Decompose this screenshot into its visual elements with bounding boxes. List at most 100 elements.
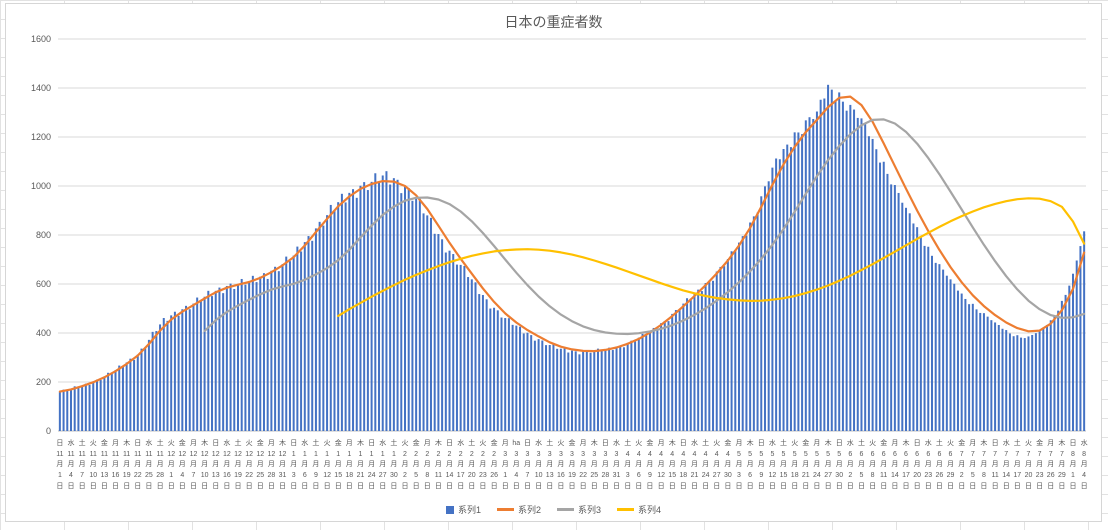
x-axis-tick-label: 日 <box>747 482 754 490</box>
x-axis-tick-label: 土 <box>936 438 943 447</box>
x-axis-tick-label: 月 <box>658 460 665 468</box>
x-axis-tick-label: 土 <box>157 438 164 447</box>
x-axis-tick-label: 月 <box>769 460 776 468</box>
x-axis-tick-label: 日 <box>1003 482 1010 490</box>
x-axis-tick-label: 月 <box>257 460 264 468</box>
x-axis-tick-label: 日 <box>168 482 175 490</box>
x-axis-tick-label: 金 <box>179 438 186 447</box>
x-axis-tick-label: 水 <box>301 438 308 447</box>
x-axis-tick-label: 日 <box>56 439 63 447</box>
x-axis-tick-label: 火 <box>246 439 253 447</box>
bars-series1[interactable] <box>58 84 1086 432</box>
x-axis-tick-label: 7 <box>993 451 997 458</box>
x-axis-tick-label: 月 <box>813 460 820 468</box>
legend-label-2: 系列2 <box>517 505 541 515</box>
x-axis-tick-label: 27 <box>713 472 721 479</box>
plot-area[interactable]: 02004006008001000120014001600日11月1日水11月4… <box>6 4 1101 521</box>
x-axis-tick-label: 月 <box>702 460 709 468</box>
line-series4[interactable] <box>337 197 1086 317</box>
x-axis-tick-label: 月 <box>891 460 898 468</box>
legend-item-4[interactable]: 系列4 <box>617 503 661 516</box>
x-axis-tick-label: 水 <box>535 438 542 447</box>
chart-object[interactable]: 日本の重症者数 0 200 400 600 800 1000 1200 1400 1600 日 11… <box>5 3 1102 522</box>
x-axis-tick-label: 3 <box>559 451 563 458</box>
x-axis-tick-label: 22 <box>579 472 587 479</box>
x-axis-tick-label: 日 <box>145 482 152 490</box>
x-axis-tick-label: 火 <box>168 439 175 447</box>
x-axis-tick-label: 1 <box>347 451 351 458</box>
y-axis-tick-label: 1000 <box>31 181 51 191</box>
x-axis-tick-label: 月 <box>880 460 887 468</box>
legend-item-3[interactable]: 系列3 <box>557 503 601 516</box>
x-axis-tick-label: 25 <box>256 472 264 479</box>
x-axis-tick-label: 日 <box>724 482 731 490</box>
x-axis-tick-label: 月 <box>557 460 564 468</box>
x-axis-tick-label: 土 <box>468 438 475 447</box>
x-axis-tick-label: 土 <box>858 438 865 447</box>
x-axis-tick-label: 月 <box>635 460 642 468</box>
x-axis-tick-label: 日 <box>390 482 397 490</box>
x-axis-tick-label: 日 <box>758 439 765 447</box>
line-series3[interactable] <box>203 118 1086 336</box>
x-axis-tick-label: 10 <box>89 472 97 479</box>
x-axis-tick-label: 日 <box>524 482 531 490</box>
x-axis-tick-label: 月 <box>56 460 63 468</box>
x-axis-tick-label: 9 <box>759 472 763 479</box>
x-axis-tick-label: 日 <box>235 482 242 490</box>
x-axis-tick-label: 月 <box>1036 460 1043 468</box>
x-axis-tick-label: 24 <box>368 472 376 479</box>
x-axis-tick-label: 4 <box>693 451 697 458</box>
x-axis-tick-label: 月 <box>346 439 353 447</box>
x-axis-tick-label: 月 <box>413 460 420 468</box>
x-axis-tick-label: 2 <box>403 451 407 458</box>
x-axis-tick-label: 5 <box>815 451 819 458</box>
x-axis-tick-label: 月 <box>802 460 809 468</box>
x-axis-tick-label: 15 <box>334 472 342 479</box>
x-axis-tick-label: 日 <box>813 482 820 490</box>
x-axis-tick-label: 6 <box>748 472 752 479</box>
x-axis-tick-label: 日 <box>646 482 653 490</box>
x-axis-tick-label: 月 <box>246 460 253 468</box>
x-axis-tick-label: 月 <box>613 460 620 468</box>
x-axis-tick-label: 11 <box>880 472 887 479</box>
x-axis-tick-label: 12 <box>178 451 186 458</box>
x-axis-tick-label: 1 <box>325 451 329 458</box>
x-axis-tick-label: 水 <box>1003 438 1010 447</box>
x-axis-tick-label: 28 <box>268 472 276 479</box>
x-axis-tick-label: 日 <box>179 482 186 490</box>
x-axis-tick-label: 水 <box>68 438 75 447</box>
x-axis-tick-label: 12 <box>190 451 198 458</box>
chart-title[interactable]: 日本の重症者数 <box>504 14 603 30</box>
line-series2[interactable] <box>58 95 1086 393</box>
x-axis-tick-label: 水 <box>379 438 386 447</box>
x-axis-tick-label: 7 <box>1004 451 1008 458</box>
x-axis-tick-label: 日 <box>1025 482 1032 490</box>
x-axis-tick-label: 日 <box>624 482 631 490</box>
x-axis-tick-label: 27 <box>379 472 387 479</box>
legend[interactable]: 系列1 系列2 系列3 系列4 <box>6 503 1101 516</box>
x-axis-tick-label: 1 <box>1071 472 1075 479</box>
x-axis-tick-label: 日 <box>301 482 308 490</box>
x-axis-tick-label: 19 <box>123 472 131 479</box>
x-axis-tick-label: 17 <box>902 472 910 479</box>
x-axis-tick-label: 12 <box>256 451 264 458</box>
x-axis-tick-label: 19 <box>234 472 242 479</box>
x-axis-tick-label: 日 <box>446 439 453 447</box>
x-axis-tick-label: 7 <box>1027 451 1031 458</box>
x-axis-tick-label: 3 <box>737 472 741 479</box>
x-axis-tick-label: 木 <box>279 438 286 447</box>
legend-item-2[interactable]: 系列2 <box>496 503 541 516</box>
x-axis-tick-label: 月 <box>290 460 297 468</box>
x-axis-tick-label: 2 <box>414 451 418 458</box>
x-axis-tick-label: 月 <box>713 460 720 468</box>
x-axis-tick-label: 12 <box>223 451 231 458</box>
x-axis-tick-label: 火 <box>791 439 798 447</box>
x-axis-tick-label: 土 <box>1014 438 1021 447</box>
x-axis-tick-label: 16 <box>557 472 565 479</box>
x-axis-tick-label: 日 <box>413 482 420 490</box>
x-axis-tick-label: 6 <box>937 451 941 458</box>
x-axis-tick-label: 日 <box>134 439 141 447</box>
x-axis-tick-label: 22 <box>245 472 253 479</box>
x-axis-tick-label: 4 <box>659 451 663 458</box>
legend-item-1[interactable]: 系列1 <box>445 503 481 516</box>
